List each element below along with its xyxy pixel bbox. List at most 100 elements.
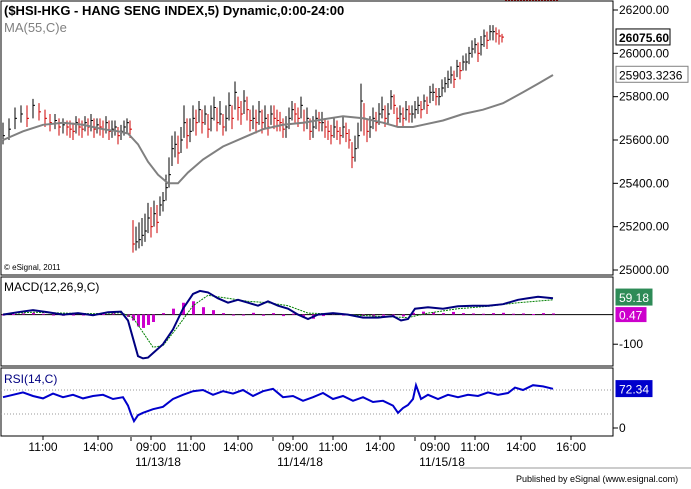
rsi-panel (0, 367, 614, 437)
rsi-axis-label: 0 (619, 421, 626, 435)
macd-histogram-bar (242, 314, 245, 316)
price-axis-label: 26000.00 (619, 46, 669, 60)
macd-histogram-bar (102, 314, 105, 315)
rsi-title: RSI(14,C) (4, 372, 57, 386)
macd-histogram-bar (322, 314, 325, 317)
macd-histogram-bar (72, 314, 75, 316)
price-axis-label: 25800.00 (619, 90, 669, 104)
macd-histogram-bar (172, 308, 175, 315)
time-tick-label: 09:00 (136, 440, 166, 454)
time-tick-label: 09:00 (278, 440, 308, 454)
macd-axis-label: -100 (619, 337, 643, 351)
macd-histogram-bar (147, 314, 150, 325)
price-axis-label: 25000.00 (619, 263, 669, 277)
macd-histogram-bar (492, 313, 495, 315)
macd-histogram-bar (382, 314, 385, 316)
macd-histogram-bar (222, 313, 225, 315)
price-chart-title: ($HSI-HKG - HANG SENG INDEX,5) Dynamic,0… (4, 3, 344, 18)
price-plot (2, 0, 558, 253)
macd-histogram-bar (202, 307, 205, 315)
macd-histogram-bar (192, 301, 195, 315)
price-panel (0, 0, 614, 276)
date-label: 11/15/18 (419, 455, 465, 469)
time-tick-label: 11:00 (28, 440, 57, 454)
macd-histogram-bar (12, 314, 15, 315)
macd-histogram-bar (512, 313, 515, 315)
macd-histogram-bar (42, 313, 45, 315)
macd-histogram-bar (22, 313, 25, 315)
date-label: 11/13/18 (135, 455, 181, 469)
time-tick-label: 16:00 (556, 440, 586, 454)
histogram-last-box (615, 307, 647, 323)
macd-histogram-bar (282, 314, 285, 317)
macd-histogram-bar (32, 312, 35, 315)
macd-histogram-bar (392, 314, 395, 316)
price-axis: 26200.00 26000.00 25800.00 25600.00 25400.00… (613, 3, 689, 277)
footer: Published by eSignal (www.esignal.com) (460, 467, 691, 484)
rsi-last-label: 72.34 (619, 383, 649, 397)
macd-histogram-bar (82, 314, 85, 316)
macd-histogram-bar (212, 310, 215, 315)
ma-line (2, 74, 554, 185)
macd-histogram-bar (137, 314, 140, 327)
time-tick-label: 14:00 (365, 440, 395, 454)
date-label: 11/14/18 (277, 455, 323, 469)
macd-histogram-bar (272, 313, 275, 315)
macd-last-box (615, 288, 653, 306)
macd-histogram-bar (292, 313, 295, 315)
macd-line (2, 289, 554, 360)
macd-histogram-bar (252, 312, 255, 315)
price-axis-label: 26200.00 (619, 3, 669, 17)
macd-histogram-bar (482, 313, 485, 315)
last-ma-box (615, 65, 689, 83)
macd-histogram-bar (162, 313, 165, 315)
price-axis-label: 25400.00 (619, 176, 669, 190)
last-ma-label: 25903.3236 (619, 68, 683, 82)
macd-histogram-bar (262, 314, 265, 316)
macd-histogram-bar (552, 313, 555, 315)
macd-histogram-bar (132, 314, 135, 321)
macd-histogram-bar (502, 312, 505, 315)
macd-last-label: 59.18 (619, 291, 649, 305)
macd-title: MACD(12,26,9,C) (4, 280, 99, 294)
macd-histogram-bar (452, 311, 455, 315)
macd-panel (0, 276, 614, 367)
copyright-label: © eSignal, 2011 (4, 263, 61, 272)
publisher-credit: Published by eSignal (www.esignal.com) (516, 474, 678, 484)
macd-histogram-bar (402, 314, 405, 317)
macd-plot: -100 59.18 0.47 (1, 288, 653, 360)
time-tick-label: 14:00 (506, 440, 536, 454)
time-axis: 11:00 14:00 09:00 11:00 14:00 09:00 11:00 14:00… (28, 436, 586, 469)
rsi-line (2, 381, 554, 424)
rsi-last-box (615, 380, 653, 398)
price-axis-label: 25200.00 (619, 220, 669, 234)
macd-histogram-bar (472, 313, 475, 315)
macd-histogram-bar (522, 313, 525, 315)
macd-histogram-bar (232, 314, 235, 316)
time-tick-label: 11:00 (176, 440, 205, 454)
time-tick-label: 14:00 (223, 440, 253, 454)
macd-histogram-bar (422, 311, 425, 315)
time-tick-label: 11:00 (318, 440, 347, 454)
macd-histogram-bar (112, 313, 115, 315)
rsi-plot: 072.34 (1, 380, 653, 435)
ma-legend-label: MA(55,C)e (4, 20, 67, 35)
last-price-box (615, 28, 671, 46)
macd-histogram-bar (142, 314, 145, 328)
macd-histogram-bar (462, 313, 465, 315)
macd-histogram-bar (52, 314, 55, 316)
time-tick-label: 09:00 (420, 440, 450, 454)
macd-histogram-bar (542, 313, 545, 315)
time-tick-label: 11:00 (460, 440, 489, 454)
macd-histogram-bar (412, 312, 415, 315)
chart-frame (0, 0, 614, 437)
histogram-last-label: 0.47 (619, 309, 643, 323)
macd-histogram-bar (152, 314, 155, 322)
macd-histogram-bar (442, 313, 445, 315)
price-axis-label: 25600.00 (619, 133, 669, 147)
macd-histogram-bar (532, 314, 535, 315)
last-price-label: 26075.60 (619, 31, 669, 45)
macd-histogram-bar (432, 312, 435, 315)
